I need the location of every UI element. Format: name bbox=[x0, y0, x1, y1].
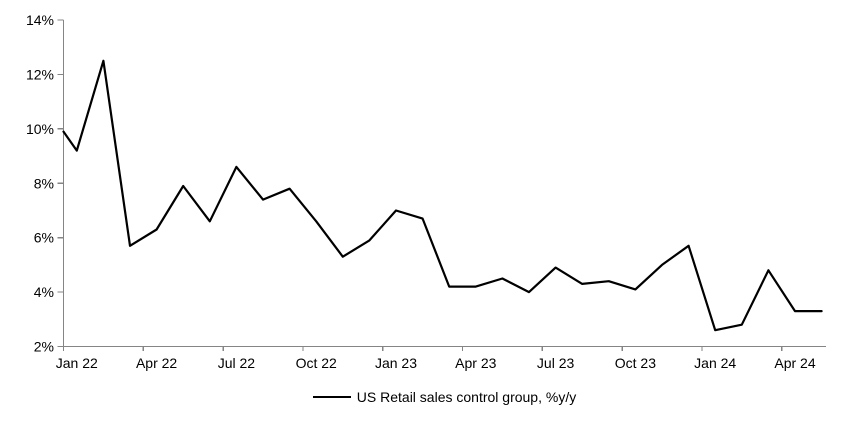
legend-label: US Retail sales control group, %y/y bbox=[356, 389, 577, 405]
legend: US Retail sales control group, %y/y bbox=[63, 388, 826, 406]
x-axis-tick-label: Jul 23 bbox=[537, 355, 575, 371]
y-axis-tick-label: 10% bbox=[26, 121, 54, 137]
x-axis-tick-label: Apr 24 bbox=[774, 355, 815, 371]
x-axis-tick-label: Oct 22 bbox=[296, 355, 337, 371]
y-axis-tick-label: 14% bbox=[26, 12, 54, 28]
x-axis-tick-label: Apr 22 bbox=[136, 355, 177, 371]
x-axis-tick-label: Jan 22 bbox=[56, 355, 98, 371]
x-axis-tick-label: Jan 23 bbox=[375, 355, 417, 371]
y-axis-tick-label: 2% bbox=[34, 339, 54, 355]
x-axis-tick-label: Apr 23 bbox=[455, 355, 496, 371]
x-axis-tick-label: Jan 24 bbox=[694, 355, 736, 371]
series-line-retail-control-group bbox=[62, 59, 823, 332]
y-axis-tick-label: 8% bbox=[34, 175, 54, 191]
x-axis-tick-label: Oct 23 bbox=[615, 355, 656, 371]
y-axis-tick-label: 6% bbox=[34, 230, 54, 246]
legend-line-swatch bbox=[312, 396, 351, 398]
y-axis-tick-label: 4% bbox=[34, 284, 54, 300]
y-axis-tick-label: 12% bbox=[26, 66, 54, 82]
x-axis-tick-label: Jul 22 bbox=[218, 355, 256, 371]
